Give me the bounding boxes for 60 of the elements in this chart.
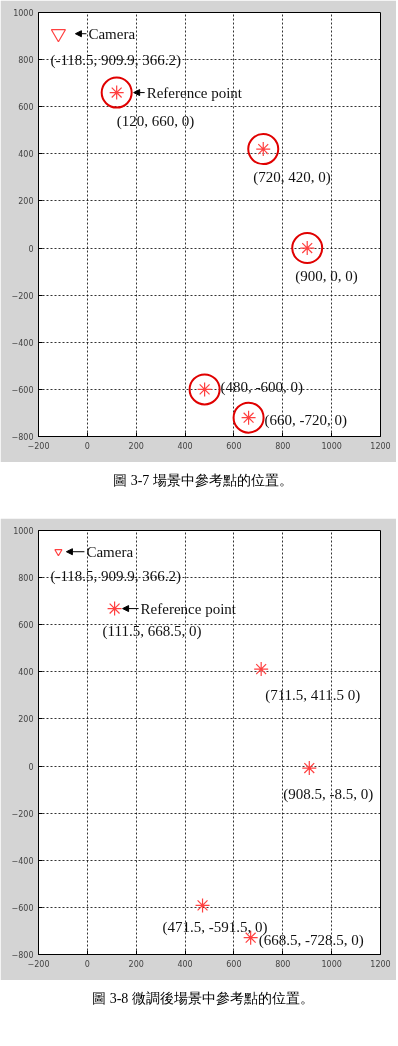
annotation: (900, 0, 0) [295, 268, 358, 286]
y-tick-label: −400 [11, 856, 34, 866]
y-tick-label: 1000 [13, 9, 34, 18]
point [54, 549, 63, 557]
y-tick-label: 400 [18, 668, 34, 678]
annotation: (720, 420, 0) [253, 169, 331, 187]
x-tick-label: 400 [177, 441, 193, 451]
caption: 圖 3-8 微調後場景中參考點的位置。 [92, 990, 314, 1008]
x-tick-label: 800 [275, 441, 291, 451]
x-tick-label: 1200 [370, 959, 391, 969]
y-tick-label: −600 [11, 385, 34, 395]
annotation: Reference point [140, 600, 237, 617]
annotation: (480, -600, 0) [220, 379, 304, 397]
y-tick-label: 200 [18, 715, 34, 725]
y-tick-label: −600 [11, 903, 34, 913]
x-tick-label: 1000 [321, 959, 342, 969]
x-tick-label: 600 [226, 441, 242, 451]
y-tick-label: 800 [18, 56, 34, 66]
annotation: Camera [88, 25, 136, 42]
y-tick-label: −200 [11, 291, 34, 301]
x-tick-label: 1200 [370, 441, 391, 451]
annotation: (711.5, 411.5 0) [265, 687, 361, 705]
x-tick-label: 0 [84, 441, 90, 451]
y-tick-label: −400 [11, 338, 34, 348]
point [107, 600, 123, 617]
y-tick-label: 600 [18, 103, 34, 113]
x-tick-label: 200 [128, 959, 144, 969]
annotation: (-118.5, 909.9, 366.2) [50, 51, 182, 69]
annotation: (-118.5, 909.9, 366.2) [50, 567, 182, 585]
x-tick-label: 0 [84, 959, 90, 969]
y-tick-label: 0 [28, 244, 34, 254]
y-tick-label: 400 [18, 150, 34, 160]
annotation: Reference point [146, 84, 243, 101]
point [253, 661, 269, 677]
y-tick-label: 1000 [13, 527, 34, 536]
point [232, 401, 265, 434]
annotation: (111.5, 668.5, 0) [102, 622, 202, 640]
y-tick-label: 0 [28, 762, 34, 772]
point [194, 897, 211, 913]
y-tick-label: −200 [11, 809, 34, 819]
y-tick-label: 600 [18, 621, 34, 631]
point [301, 760, 317, 776]
x-tick-label: 400 [177, 959, 193, 969]
y-tick-label: −800 [11, 951, 34, 960]
x-tick-label: 600 [226, 959, 242, 969]
x-tick-label: 800 [275, 959, 291, 969]
annotation: (660, -720, 0) [264, 411, 348, 429]
annotation: (120, 660, 0) [116, 112, 195, 130]
y-tick-label: 800 [18, 574, 34, 584]
caption: 圖 3-7 場景中參考點的位置。 [113, 472, 293, 490]
annotation: (908.5, -8.5, 0) [283, 786, 374, 804]
x-tick-label: 200 [128, 441, 144, 451]
x-tick-label: 1000 [321, 441, 342, 451]
point [247, 133, 280, 166]
y-tick-label: 200 [18, 197, 34, 207]
point [100, 76, 133, 109]
point [188, 373, 221, 406]
annotation: Camera [86, 543, 134, 560]
y-tick-label: −800 [11, 433, 34, 442]
point [291, 232, 324, 265]
